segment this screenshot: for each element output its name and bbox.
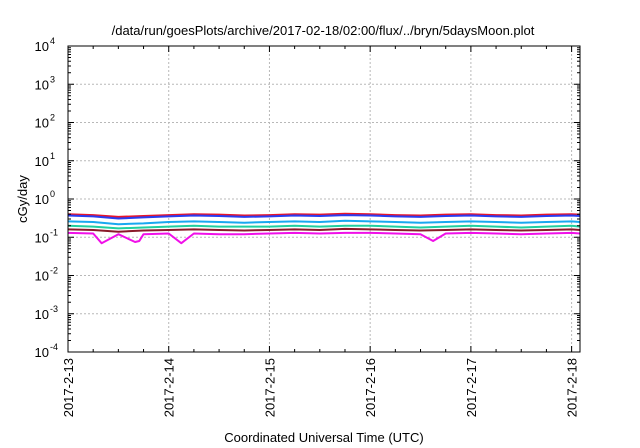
y-axis-label: cGy/day [15, 175, 30, 223]
y-tick-exponent: 1 [50, 151, 55, 161]
y-tick-label: 10 2 [35, 113, 55, 131]
y-tick-exponent: -2 [50, 266, 58, 276]
series-layer [67, 212, 581, 245]
y-tick-base: 10 [35, 116, 49, 131]
y-tick-label: 10 0 [35, 189, 55, 207]
y-tick-label: 10 -1 [35, 227, 58, 245]
x-tick-label: 2017-2-18 [565, 358, 580, 417]
x-tick-label: 2017-2-13 [61, 358, 76, 417]
y-tick-label: 10 -3 [35, 304, 58, 322]
y-tick-base: 10 [35, 77, 49, 92]
y-tick-exponent: 0 [50, 189, 55, 199]
y-tick-exponent: -1 [50, 227, 58, 237]
y-tick-label: 10 1 [35, 151, 55, 169]
y-tick-base: 10 [35, 230, 49, 245]
y-tick-exponent: 4 [50, 36, 55, 46]
chart-title: /data/run/goesPlots/archive/2017-02-18/0… [112, 23, 535, 38]
y-tick-base: 10 [35, 269, 49, 284]
x-tick-label: 2017-2-16 [363, 358, 378, 417]
series-line-4 [67, 224, 581, 230]
series-line-1 [67, 212, 581, 218]
axis-ticks [67, 45, 580, 353]
series-line-3 [67, 219, 581, 226]
y-tick-label: 10 -4 [35, 342, 58, 360]
y-tick-exponent: -3 [50, 304, 58, 314]
x-tick-label: 2017-2-14 [162, 358, 177, 417]
y-tick-base: 10 [35, 39, 49, 54]
y-tick-base: 10 [35, 307, 49, 322]
series-line-6 [67, 231, 581, 245]
series-line-2 [67, 214, 581, 220]
y-tick-base: 10 [35, 192, 49, 207]
y-tick-label: 10 -2 [35, 266, 58, 284]
y-tick-exponent: 2 [50, 113, 55, 123]
y-tick-label: 10 3 [35, 74, 55, 92]
series-line-5 [67, 227, 581, 233]
y-tick-base: 10 [35, 345, 49, 360]
y-tick-exponent: -4 [50, 342, 58, 352]
x-tick-label: 2017-2-17 [464, 358, 479, 417]
x-axis-label: Coordinated Universal Time (UTC) [224, 430, 423, 445]
y-tick-base: 10 [35, 154, 49, 169]
grid [68, 46, 580, 352]
x-tick-labels: 2017-2-13 2017-2-14 2017-2-15 2017-2-16 2017… [61, 358, 580, 417]
y-tick-exponent: 3 [50, 74, 55, 84]
y-tick-label: 10 4 [35, 36, 55, 54]
x-tick-label: 2017-2-15 [262, 358, 277, 417]
